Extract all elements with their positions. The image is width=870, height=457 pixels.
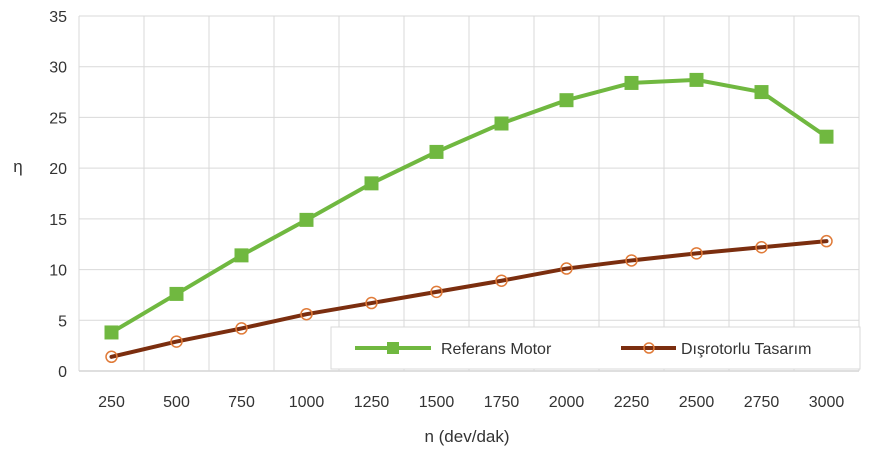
x-tick-label: 250 [98,394,125,411]
series-1 [105,234,833,364]
data-point [819,129,834,144]
data-point [430,285,443,299]
data-point [624,75,639,90]
data-point [105,350,118,364]
data-point [820,234,833,248]
chart-series [104,72,834,364]
data-point [429,144,444,159]
chart-gridlines [78,15,860,372]
x-tick-label: 1250 [354,394,390,411]
y-tick-label: 5 [58,313,67,330]
y-tick-label: 35 [49,9,67,26]
data-point [495,274,508,287]
legend: Referans Motor Dışrotorlu Tasarım [330,326,861,370]
series-0 [104,72,834,340]
x-axis-label: n (dev/dak) [424,427,509,446]
y-axis-label: η [13,157,22,176]
data-point [234,248,249,263]
x-tick-label: 1000 [289,394,325,411]
legend-label-referans-motor: Referans Motor [441,341,552,358]
data-point [625,254,638,267]
data-point [299,212,314,227]
data-point [560,262,573,275]
x-tick-label: 500 [163,394,190,411]
legend-swatch-marker [643,342,655,354]
data-point [170,335,183,348]
data-point [755,241,768,254]
x-tick-label: 1500 [419,394,455,411]
data-point [754,85,769,100]
data-point [364,176,379,191]
series-line [109,239,829,359]
y-tick-label: 25 [49,110,67,127]
legend-label-disrotorlu-tasarim: Dışrotorlu Tasarım [681,341,811,358]
data-point [690,247,703,260]
x-tick-label: 2250 [614,394,650,411]
data-point [104,325,119,340]
x-tick-label: 3000 [809,394,845,411]
y-tick-label: 20 [49,161,67,178]
x-tick-label: 1750 [484,394,520,411]
data-point [235,322,248,335]
data-point [365,296,378,310]
x-tick-label: 750 [228,394,255,411]
x-axis-ticks: 250 500 750 1000 1250 1500 1750 2000 2250 2500 275… [98,394,844,411]
data-point [689,72,704,87]
data-point [300,307,313,321]
legend-item-referans-motor: Referans Motor [355,341,552,358]
data-point [494,116,509,131]
legend-item-disrotorlu-tasarim: Dışrotorlu Tasarım [621,341,811,358]
data-point [169,286,184,301]
x-tick-label: 2500 [679,394,715,411]
x-tick-label: 2000 [549,394,585,411]
y-tick-label: 10 [49,263,67,280]
legend-swatch-marker [387,342,399,354]
data-point [559,93,574,108]
y-axis-ticks: 0 5 10 15 20 25 30 35 [49,9,67,381]
x-tick-label: 2750 [744,394,780,411]
series-line [109,77,829,335]
y-tick-label: 30 [49,60,67,77]
y-tick-label: 0 [58,364,67,381]
y-tick-label: 15 [49,212,67,229]
